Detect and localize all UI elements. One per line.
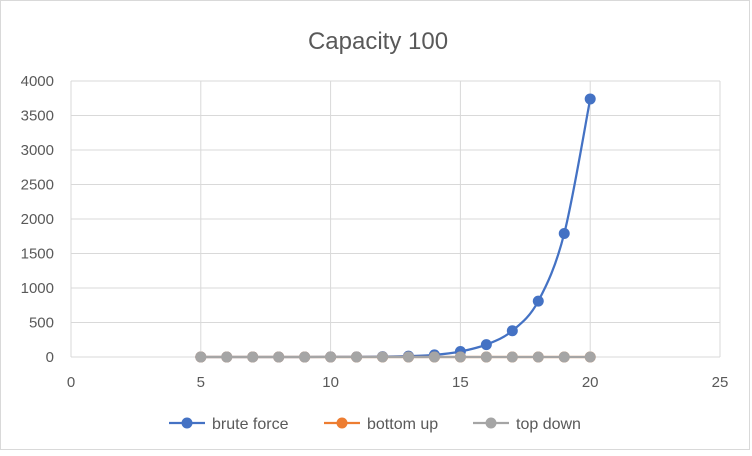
y-tick-label: 1500 (21, 246, 54, 263)
chart-title: Capacity 100 (308, 28, 448, 55)
y-tick-label: 2000 (21, 211, 54, 228)
data-point (325, 351, 337, 363)
x-tick-label: 5 (197, 374, 205, 391)
legend-marker (485, 417, 497, 429)
data-point (532, 351, 544, 363)
legend-label: brute force (212, 416, 289, 433)
y-tick-label: 0 (46, 349, 54, 366)
data-point (454, 351, 466, 363)
x-tick-label: 25 (712, 374, 729, 391)
legend-label: bottom up (367, 416, 438, 433)
data-point (402, 351, 414, 363)
y-tick-labels: 0 500 1000 1500 2000 2500 3000 3500 4000 (21, 73, 54, 366)
x-tick-label: 15 (452, 374, 469, 391)
data-point (584, 93, 596, 105)
x-tick-labels: 0 5 10 15 20 25 (67, 374, 729, 391)
gridlines (70, 80, 721, 358)
x-tick-label: 10 (322, 374, 339, 391)
y-tick-label: 3500 (21, 108, 54, 125)
data-point (195, 351, 207, 363)
data-point (506, 325, 518, 337)
data-point (247, 351, 259, 363)
data-point (351, 351, 363, 363)
legend-marker (181, 417, 193, 429)
data-point (428, 351, 440, 363)
y-tick-label: 500 (29, 315, 54, 332)
data-point (480, 351, 492, 363)
legend-label: top down (516, 416, 581, 433)
legend-item: brute force (169, 416, 289, 433)
data-point (506, 351, 518, 363)
legend: brute force bottom up top down (169, 416, 581, 433)
legend-item: bottom up (324, 416, 438, 433)
data-point (299, 351, 311, 363)
data-point (377, 351, 389, 363)
y-tick-label: 2500 (21, 177, 54, 194)
data-point (558, 351, 570, 363)
data-point (532, 295, 544, 307)
data-point (480, 339, 492, 351)
series-top-down (195, 351, 596, 363)
x-tick-label: 20 (582, 374, 599, 391)
y-tick-label: 1000 (21, 280, 54, 297)
legend-item: top down (473, 416, 581, 433)
data-point (221, 351, 233, 363)
legend-marker (336, 417, 348, 429)
data-point (558, 227, 570, 239)
series-line (200, 98, 592, 359)
data-point (273, 351, 285, 363)
series-layer (195, 93, 596, 363)
x-tick-label: 0 (67, 374, 75, 391)
y-tick-label: 3000 (21, 142, 54, 159)
data-point (584, 351, 596, 363)
y-tick-label: 4000 (21, 73, 54, 90)
